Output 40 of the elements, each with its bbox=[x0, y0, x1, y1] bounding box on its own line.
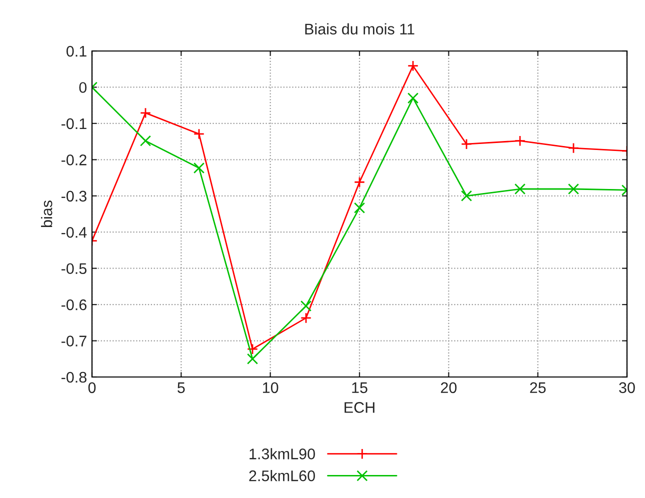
legend-label: 1.3kmL90 bbox=[250, 448, 315, 460]
point bbox=[460, 138, 472, 150]
x-tick-label: 25 bbox=[530, 382, 546, 394]
point bbox=[300, 312, 312, 324]
y-tick-label: -0.1 bbox=[61, 118, 86, 130]
y-tick-label: -0.3 bbox=[61, 190, 86, 202]
y-tick-label: -0.6 bbox=[61, 299, 86, 310]
y-tick-label: -0.7 bbox=[61, 336, 86, 346]
y-tick-label: -0.5 bbox=[61, 263, 86, 274]
y-tick-label: -0.4 bbox=[61, 226, 87, 238]
legend-label: 2.5kmL60 bbox=[249, 470, 315, 482]
point bbox=[460, 190, 472, 202]
y-tick-label: 0.1 bbox=[66, 46, 86, 57]
x-tick-label: 15 bbox=[352, 382, 368, 394]
y-tick-label: -0.2 bbox=[61, 154, 86, 166]
point bbox=[354, 202, 366, 214]
x-tick-label: 0 bbox=[88, 382, 96, 394]
point bbox=[193, 128, 205, 140]
x-tick-label: 5 bbox=[178, 382, 185, 394]
point bbox=[514, 183, 526, 195]
y-axis-title: bias bbox=[41, 200, 52, 228]
x-axis-title: ECH bbox=[344, 402, 374, 413]
point bbox=[568, 142, 580, 154]
chart-title: Biais du mois 11 bbox=[305, 23, 414, 34]
point bbox=[300, 300, 312, 312]
point bbox=[140, 107, 152, 118]
x-tick-label: 30 bbox=[619, 382, 635, 394]
point bbox=[568, 183, 580, 195]
point bbox=[514, 135, 526, 146]
point bbox=[407, 60, 419, 72]
point bbox=[246, 344, 258, 355]
point bbox=[354, 176, 366, 188]
point bbox=[193, 162, 205, 174]
y-tick-label: 0 bbox=[79, 82, 87, 93]
x-tick-label: 10 bbox=[263, 382, 278, 394]
y-tick-label: -0.8 bbox=[61, 372, 86, 383]
point bbox=[246, 353, 258, 364]
point bbox=[407, 92, 419, 104]
point bbox=[140, 135, 152, 146]
x-tick-label: 20 bbox=[440, 382, 457, 394]
